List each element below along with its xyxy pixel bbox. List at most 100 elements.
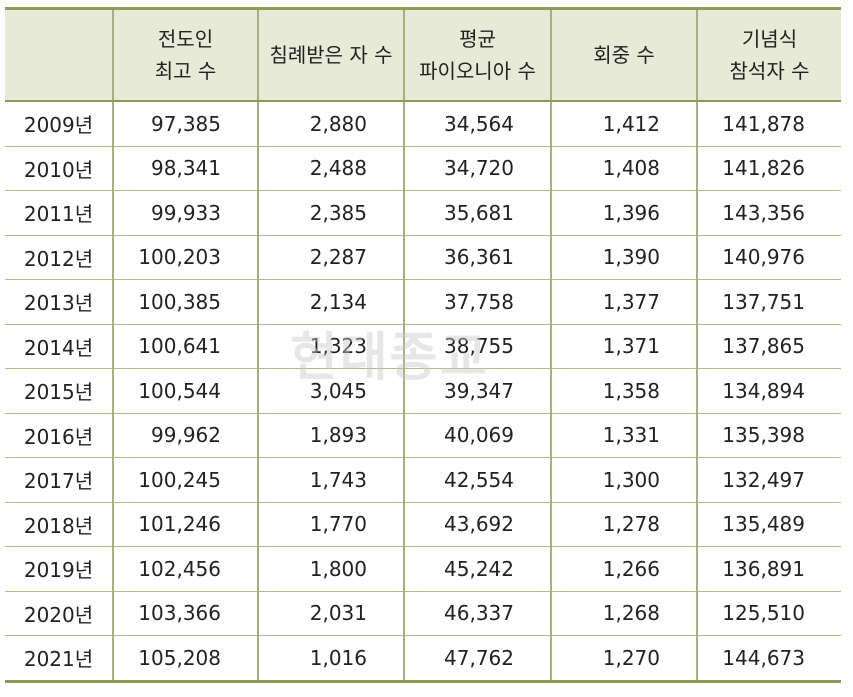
year-cell: 2010년 [5,146,113,191]
value-cell: 45,242 [403,546,551,592]
value-cell: 2,385 [257,190,404,236]
value-cell: 105,208 [112,635,258,683]
year-cell: 2015년 [5,368,113,414]
column-header-line: 최고 수 [154,59,217,83]
value-cell: 38,755 [403,324,551,369]
value-cell: 1,358 [550,368,697,414]
value-cell: 125,510 [696,591,841,636]
value-cell: 100,641 [112,324,258,369]
column-header [5,7,113,102]
table-row: 2013년 100,385 2,134 37,758 1,377 137,751 [5,279,841,325]
value-cell: 141,826 [696,146,841,191]
value-cell: 39,347 [403,368,551,414]
value-cell: 46,337 [403,591,551,636]
value-cell: 1,016 [257,635,404,683]
value-cell: 1,331 [550,413,697,458]
year-cell: 2014년 [5,324,113,369]
year-cell: 2011년 [5,190,113,236]
value-cell: 1,743 [257,457,404,503]
column-header-line: 회중 수 [593,43,655,67]
value-cell: 43,692 [403,502,551,547]
table-row: 2021년 105,208 1,016 47,762 1,270 144,673 [5,635,841,683]
table-row: 2020년 103,366 2,031 46,337 1,268 125,510 [5,591,841,636]
value-cell: 1,377 [550,279,697,325]
value-cell: 134,894 [696,368,841,414]
value-cell: 1,893 [257,413,404,458]
value-cell: 1,300 [550,457,697,503]
value-cell: 135,489 [696,502,841,547]
column-header-line: 파이오니아 수 [419,59,536,83]
value-cell: 36,361 [403,235,551,280]
value-cell: 102,456 [112,546,258,592]
value-cell: 3,045 [257,368,404,414]
value-cell: 1,408 [550,146,697,191]
year-cell: 2018년 [5,502,113,547]
table-row: 2014년 100,641 1,323 38,755 1,371 137,865 [5,324,841,369]
value-cell: 1,390 [550,235,697,280]
value-cell: 97,385 [112,101,258,147]
column-header-line: 전도인 [157,27,214,51]
value-cell: 99,962 [112,413,258,458]
value-cell: 101,246 [112,502,258,547]
column-header-line: 참석자 수 [729,59,810,83]
year-cell: 2016년 [5,413,113,458]
value-cell: 2,134 [257,279,404,325]
table-row: 2018년 101,246 1,770 43,692 1,278 135,489 [5,502,841,547]
value-cell: 143,356 [696,190,841,236]
column-header-line: 기념식 [741,27,798,51]
value-cell: 1,278 [550,502,697,547]
value-cell: 144,673 [696,635,841,683]
value-cell: 137,865 [696,324,841,369]
year-cell: 2021년 [5,635,113,683]
value-cell: 34,564 [403,101,551,147]
value-cell: 135,398 [696,413,841,458]
table-row: 2017년 100,245 1,743 42,554 1,300 132,497 [5,457,841,503]
value-cell: 100,203 [112,235,258,280]
value-cell: 2,880 [257,101,404,147]
table-row: 2009년 97,385 2,880 34,564 1,412 141,878 [5,101,841,147]
column-header: 회중 수 [550,7,697,102]
year-cell: 2019년 [5,546,113,592]
column-header-line: 침례받은 자 수 [269,43,393,67]
column-header-line: 평균 [459,27,496,51]
value-cell: 47,762 [403,635,551,683]
table-row: 2016년 99,962 1,893 40,069 1,331 135,398 [5,413,841,458]
value-cell: 136,891 [696,546,841,592]
table-row: 2010년 98,341 2,488 34,720 1,408 141,826 [5,146,841,191]
year-cell: 2020년 [5,591,113,636]
value-cell: 40,069 [403,413,551,458]
value-cell: 99,933 [112,190,258,236]
table-row: 2012년 100,203 2,287 36,361 1,390 140,976 [5,235,841,280]
value-cell: 140,976 [696,235,841,280]
value-cell: 1,770 [257,502,404,547]
value-cell: 141,878 [696,101,841,147]
value-cell: 1,268 [550,591,697,636]
value-cell: 1,800 [257,546,404,592]
value-cell: 42,554 [403,457,551,503]
value-cell: 132,497 [696,457,841,503]
value-cell: 1,371 [550,324,697,369]
value-cell: 34,720 [403,146,551,191]
value-cell: 100,544 [112,368,258,414]
value-cell: 137,751 [696,279,841,325]
table-row: 2019년 102,456 1,800 45,242 1,266 136,891 [5,546,841,592]
year-cell: 2013년 [5,279,113,325]
table-row: 2015년 100,544 3,045 39,347 1,358 134,894 [5,368,841,414]
value-cell: 103,366 [112,591,258,636]
value-cell: 1,270 [550,635,697,683]
value-cell: 2,488 [257,146,404,191]
value-cell: 1,266 [550,546,697,592]
value-cell: 1,412 [550,101,697,147]
year-cell: 2009년 [5,101,113,147]
table-row: 2011년 99,933 2,385 35,681 1,396 143,356 [5,190,841,236]
value-cell: 2,031 [257,591,404,636]
value-cell: 35,681 [403,190,551,236]
value-cell: 1,396 [550,190,697,236]
value-cell: 100,385 [112,279,258,325]
